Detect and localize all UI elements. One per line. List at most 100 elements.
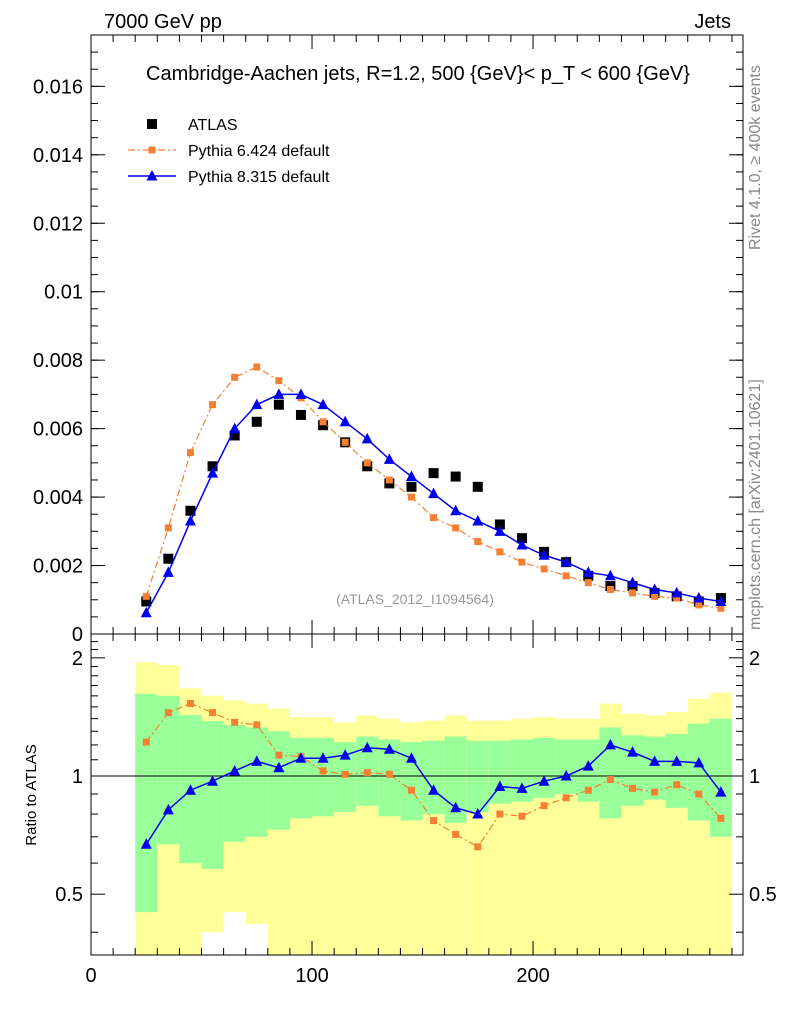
ratio-inner-band bbox=[488, 740, 511, 804]
ratio-pythia-8-315-default-point bbox=[494, 780, 506, 792]
ratio-pythia-6-424-default-point bbox=[363, 769, 371, 777]
pythia-6-424-default-point bbox=[164, 524, 172, 532]
pythia-6-424-default-point bbox=[628, 589, 636, 597]
x-tick-label: 0 bbox=[85, 965, 96, 987]
atlas-point bbox=[207, 461, 218, 472]
pythia-8-315-default-point bbox=[162, 566, 174, 577]
ratio-plot-frame bbox=[90, 633, 744, 956]
ratio-inner-band bbox=[621, 735, 644, 806]
ratio-pythia-8-315-default-point bbox=[693, 756, 705, 768]
pythia-8-315-default-point bbox=[405, 470, 417, 482]
atlas-point bbox=[516, 533, 527, 544]
pythia-8-315-default-point bbox=[184, 515, 196, 526]
pythia-6-424-default-point bbox=[695, 601, 703, 609]
ratio-y-tick-label-right: 0.5 bbox=[749, 884, 777, 906]
legend-entry-pythia-6-424-default: Pythia 6.424 default bbox=[128, 143, 330, 160]
energy-label: 7000 GeV pp bbox=[104, 11, 222, 33]
pythia-8-315-default-point bbox=[273, 388, 285, 399]
pythia-8-315-default-point bbox=[604, 569, 616, 581]
ratio-inner-band bbox=[400, 742, 423, 821]
ratio-pythia-8-315-default-point bbox=[295, 752, 307, 763]
legend-marker bbox=[146, 170, 158, 181]
ratio-y-tick-label: 0.5 bbox=[55, 884, 83, 906]
ratio-plot-panel: 0.5 0.5 1 1 2 2 0 100 200 Ratio to ATLAS bbox=[23, 633, 777, 987]
pythia-8-315-default-point bbox=[538, 549, 550, 560]
ratio-pythia-8-315-default-point bbox=[560, 770, 572, 781]
legend-label: Pythia 8.315 default bbox=[188, 169, 330, 186]
ratio-pythia-6-424-default-point bbox=[430, 817, 438, 825]
pythia-6-424-default-point bbox=[142, 592, 150, 600]
ratio-y-tick-label: 2 bbox=[72, 648, 83, 670]
ratio-pythia-6-424-default-point bbox=[231, 718, 239, 726]
legend-label: Pythia 6.424 default bbox=[188, 143, 330, 160]
ratio-pythia-6-424-default-point bbox=[628, 784, 636, 792]
ratio-inner-band bbox=[267, 731, 290, 830]
ratio-pythia-6-424-default-point bbox=[452, 830, 460, 838]
main-y-tick-label: 0.016 bbox=[33, 76, 83, 98]
chart-title: Cambridge-Aachen jets, R=1.2, 500 {GeV}<… bbox=[146, 63, 690, 85]
rivet-label: Rivet 4.1.0, ≥ 400k events bbox=[747, 65, 764, 250]
ratio-pythia-6-424-default-point bbox=[186, 700, 194, 708]
ratio-y-tick-label-right: 2 bbox=[749, 648, 760, 670]
ratio-inner-band bbox=[533, 737, 556, 798]
ratio-pythia-8-315-default-point bbox=[361, 741, 373, 753]
atlas-point bbox=[273, 399, 284, 410]
ratio-inner-band bbox=[687, 723, 710, 821]
ratio-pythia-8-315-default-point bbox=[626, 746, 638, 757]
pythia-6-424-default-point bbox=[584, 579, 592, 587]
ratio-pythia-6-424-default-point bbox=[407, 786, 415, 794]
ratio-pythia-6-424-default-point bbox=[606, 775, 614, 783]
ratio-pythia-8-315-default-point bbox=[450, 801, 462, 813]
ratio-pythia-6-424-default-point bbox=[717, 814, 725, 822]
ratio-pythia-6-424-default-point bbox=[319, 767, 327, 775]
ratio-pythia-8-315-default-point bbox=[671, 755, 683, 766]
ratio-inner-band bbox=[422, 740, 445, 815]
ratio-pythia-8-315-default-point bbox=[229, 764, 241, 776]
pythia-6-424-default-point bbox=[518, 558, 526, 566]
pythia-8-315-default-point bbox=[472, 515, 484, 526]
ratio-inner-band bbox=[157, 695, 180, 845]
atlas-point bbox=[450, 471, 461, 482]
pythia-8-315-default-point bbox=[428, 487, 440, 499]
pythia-8-315-default-point bbox=[715, 595, 727, 606]
ratio-pythia-8-315-default-point bbox=[472, 808, 484, 819]
ratio-y-tick-label-right: 1 bbox=[749, 766, 760, 788]
analysis-annotation: (ATLAS_2012_I1094564) bbox=[336, 591, 494, 607]
legend-label: ATLAS bbox=[188, 117, 238, 134]
legend-marker bbox=[147, 119, 157, 129]
ratio-pythia-8-315-default-point bbox=[184, 784, 196, 795]
ratio-pythia-8-315-default-point bbox=[339, 749, 351, 760]
pythia-8-315-default-point bbox=[361, 432, 373, 444]
ratio-inner-band bbox=[223, 724, 246, 842]
pythia-8-315-default-point bbox=[494, 525, 506, 536]
ratio-inner-band bbox=[135, 693, 158, 913]
ratio-pythia-8-315-default-point bbox=[140, 838, 152, 849]
pythia-8-315-default-point bbox=[626, 576, 638, 588]
main-plot-panel: 0 0.002 0.004 0.006 0.008 0.01 0.012 0.014 0.016… bbox=[33, 34, 744, 646]
ratio-pythia-6-424-default-point bbox=[540, 802, 548, 810]
pythia-6-424-default-point bbox=[253, 363, 261, 371]
ratio-pythia-6-424-default-point bbox=[341, 770, 349, 778]
main-y-tick-label: 0.014 bbox=[33, 145, 83, 167]
pythia-6-424-default-point bbox=[385, 476, 393, 484]
pythia-8-315-default-point bbox=[383, 453, 395, 464]
pythia-8-315-default-point bbox=[649, 583, 661, 595]
main-y-tick-label: 0.008 bbox=[33, 350, 83, 372]
pythia-8-315-default-point bbox=[560, 556, 572, 567]
pythia-6-424-default-point bbox=[275, 377, 283, 385]
atlas-point bbox=[406, 481, 417, 492]
ratio-pythia-8-315-default-point bbox=[405, 752, 417, 763]
ratio-pythia-8-315-default-point bbox=[162, 803, 174, 815]
pythia-6-424-default-point bbox=[430, 514, 438, 522]
ratio-pythia-8-315-default-point bbox=[428, 784, 440, 795]
atlas-point bbox=[251, 416, 262, 427]
pythia-6-424-default-point bbox=[363, 459, 371, 467]
mcplots-label: mcplots.cern.ch [arXiv:2401.10621] bbox=[747, 379, 764, 630]
ratio-inner-band bbox=[289, 737, 313, 819]
ratio-pythia-8-315-default-point bbox=[273, 761, 285, 773]
atlas-point bbox=[472, 481, 483, 492]
ratio-pythia-6-424-default-point bbox=[385, 770, 393, 778]
ratio-pythia-6-424-default-point bbox=[209, 709, 217, 717]
pythia-8-315-default-point bbox=[450, 504, 462, 516]
main-y-tick-label: 0.01 bbox=[44, 282, 83, 304]
